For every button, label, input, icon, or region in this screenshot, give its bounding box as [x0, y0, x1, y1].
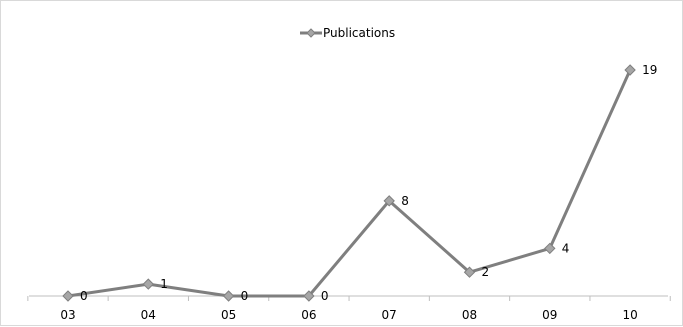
data-label: 1 [160, 277, 168, 291]
x-tick-label: 08 [462, 308, 477, 322]
data-point [463, 266, 476, 278]
x-tick-label: 06 [301, 308, 316, 322]
data-point [544, 242, 556, 255]
x-tick-label: 04 [141, 308, 156, 322]
data-point [303, 290, 315, 302]
data-label: 0 [241, 289, 249, 303]
x-ticks: 03 04 05 06 07 08 09 10 [27, 296, 671, 322]
data-point [142, 278, 155, 290]
data-point [222, 290, 235, 302]
data-label: 0 [321, 289, 329, 303]
data-label: 2 [482, 265, 490, 279]
series-publications: 0 1 0 0 8 2 4 19 [62, 63, 657, 303]
legend-marker [306, 28, 316, 38]
data-label: 8 [401, 194, 409, 208]
x-tick-label: 10 [622, 308, 637, 322]
data-point [383, 195, 395, 207]
x-tick-label: 09 [542, 308, 557, 322]
legend: Publications [300, 26, 395, 40]
data-point [62, 290, 74, 302]
legend-label: Publications [323, 26, 395, 40]
x-tick-label: 05 [221, 308, 236, 322]
x-tick-label: 07 [382, 308, 397, 322]
data-label: 0 [80, 289, 88, 303]
data-label: 19 [642, 63, 657, 77]
data-point [624, 64, 636, 76]
data-label: 4 [562, 241, 570, 255]
x-tick-label: 03 [60, 308, 75, 322]
series-line [67, 69, 632, 298]
